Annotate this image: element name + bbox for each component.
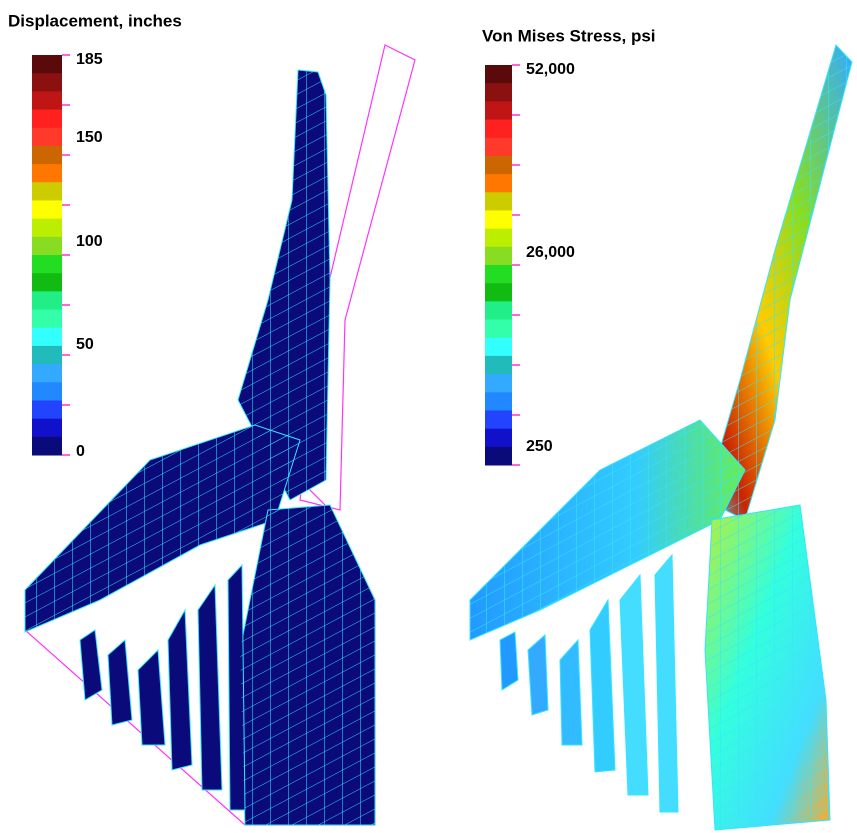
scale-label: 0 [76,443,85,460]
color-band [485,229,512,248]
plot-title: Von Mises Stress, psi [482,26,656,45]
color-scale: 52,000 26,000 250 [485,61,575,465]
color-band [32,273,62,292]
color-scale: 185 150 100 50 0 [32,51,103,460]
color-band [32,91,62,110]
color-band [32,219,62,238]
scale-label: 50 [76,336,94,353]
color-band [485,210,512,229]
color-band [485,356,512,375]
color-band [485,120,512,139]
color-band [32,419,62,438]
color-band [485,156,512,175]
fea-figure: 185 150 100 50 0 Displacement, inches 52,000… [0,0,857,833]
color-band [32,110,62,129]
color-band [485,174,512,193]
color-band [32,382,62,401]
displacement-plot: 185 150 100 50 0 Displacement, inches [8,11,415,825]
color-band [32,73,62,92]
color-band [485,83,512,102]
color-band [32,182,62,201]
color-band [485,283,512,302]
color-band [32,328,62,347]
color-band [32,55,62,74]
color-band [32,200,62,219]
color-band [485,65,512,84]
scale-label: 250 [526,438,553,455]
color-band [485,392,512,411]
color-band [32,364,62,383]
color-band [485,338,512,357]
color-band [485,138,512,157]
color-band [485,101,512,120]
color-band [485,410,512,429]
color-band [32,437,62,456]
scale-label: 100 [76,233,103,250]
color-band [32,310,62,329]
color-band [485,374,512,393]
color-band [485,429,512,448]
color-band [485,320,512,339]
scale-label: 26,000 [526,244,575,261]
color-band [485,247,512,266]
color-band [32,291,62,310]
color-band [485,447,512,466]
scale-label: 52,000 [526,61,575,78]
color-band [32,255,62,274]
color-band [32,146,62,165]
scale-label: 185 [76,51,103,68]
color-band [485,301,512,320]
color-band [32,237,62,256]
plot-title: Displacement, inches [8,11,182,30]
color-band [485,265,512,284]
color-band [485,192,512,211]
stress-plot: 52,000 26,000 250 Von Mises Stress, psi [470,26,852,830]
scale-label: 150 [76,129,103,146]
color-band [32,128,62,147]
color-band [32,164,62,183]
color-band [32,400,62,419]
color-band [32,346,62,365]
